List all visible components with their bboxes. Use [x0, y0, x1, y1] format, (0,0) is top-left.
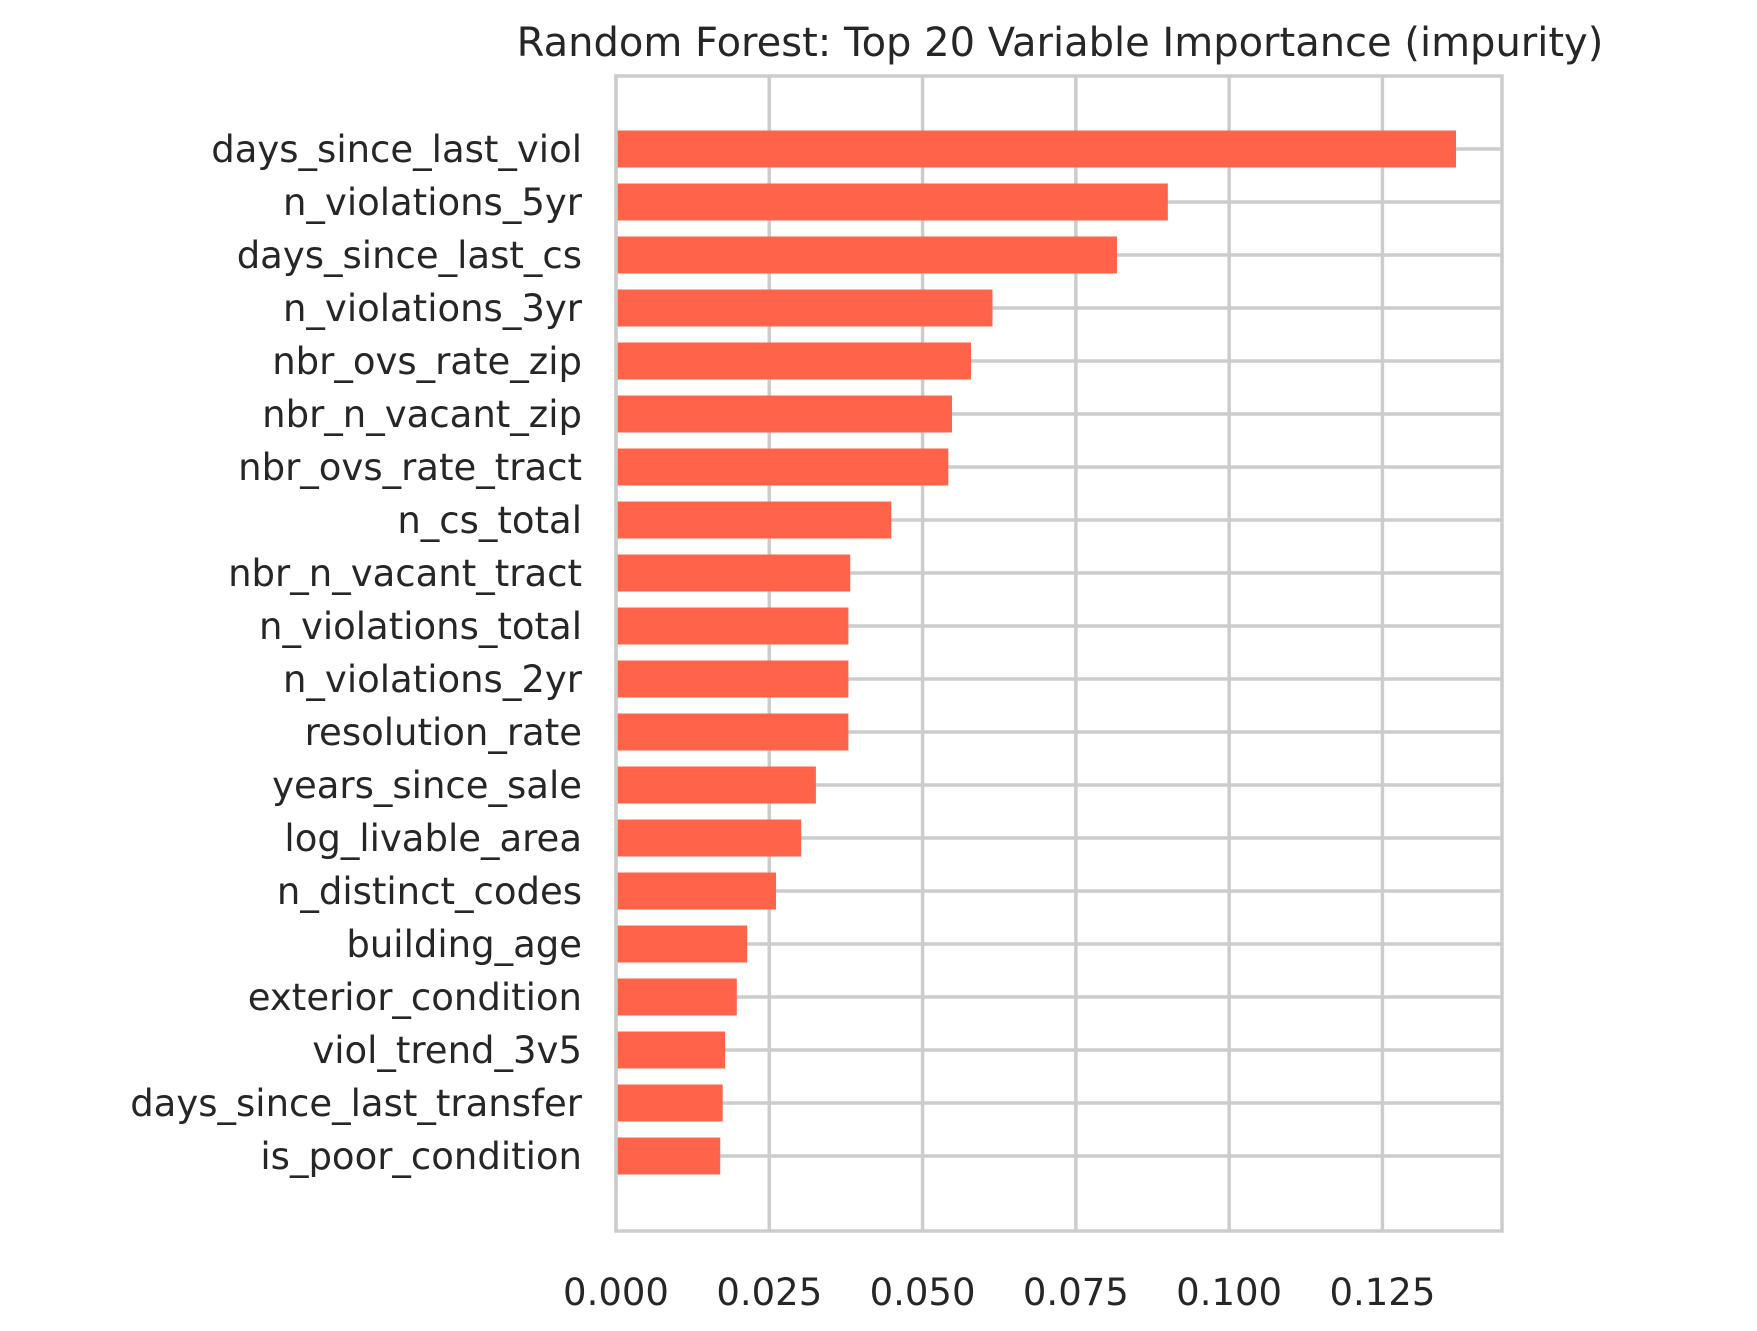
x-tick-label: 0.100 [1176, 1271, 1282, 1314]
x-tick-label: 0.025 [716, 1271, 822, 1314]
y-tick-label: exterior_condition [248, 976, 582, 1019]
y-tick-label: days_since_last_transfer [130, 1082, 583, 1125]
y-tick-label: n_cs_total [397, 499, 582, 542]
y-tick-label: nbr_ovs_rate_tract [238, 446, 582, 489]
bar-nbr-ovs-rate-tract [616, 448, 949, 486]
y-tick-label: days_since_last_viol [211, 128, 582, 171]
bar-nbr-ovs-rate-zip [616, 342, 972, 380]
x-tick-label: 0.000 [563, 1271, 669, 1314]
y-tick-label: n_violations_total [259, 605, 582, 648]
bar-n-distinct-codes [616, 872, 777, 910]
x-tick-label: 0.125 [1329, 1271, 1435, 1314]
bar-n-cs-total [616, 501, 892, 539]
bar-days-since-last-cs [616, 236, 1117, 274]
y-tick-label: years_since_sale [272, 764, 582, 807]
y-tick-label: n_distinct_codes [277, 870, 582, 913]
bar-exterior-condition [616, 978, 737, 1016]
y-tick-label: building_age [346, 923, 582, 966]
bar-days-since-last-transfer [616, 1084, 723, 1122]
y-tick-label: n_violations_5yr [283, 181, 583, 224]
bar-viol-trend-3v5 [616, 1031, 726, 1069]
bar-days-since-last-viol [616, 130, 1457, 168]
chart-title: Random Forest: Top 20 Variable Importanc… [517, 20, 1604, 66]
y-tick-label: n_violations_2yr [283, 658, 583, 701]
bar-nbr-n-vacant-zip [616, 395, 953, 433]
bar-is-poor-condition [616, 1137, 721, 1175]
axes-frame [614, 74, 1504, 1233]
y-tick-labels: days_since_last_viol n_violations_5yrdays… [130, 128, 583, 1178]
x-tick-labels: 0.000 0.025 0.050 0.075 0.100 0.125 [563, 1271, 1435, 1314]
bar-n-violations-3yr [616, 289, 993, 327]
bar-years-since-sale [616, 766, 816, 804]
x-tick-label: 0.075 [1023, 1271, 1129, 1314]
y-tick-label: days_since_last_cs [237, 234, 582, 277]
bar-nbr-n-vacant-tract [616, 554, 851, 592]
bar-building-age [616, 925, 748, 963]
y-tick-label: viol_trend_3v5 [312, 1029, 582, 1072]
bar-n-violations-2yr [616, 660, 849, 698]
y-tick-label: nbr_n_vacant_tract [228, 552, 582, 595]
y-tick-label: nbr_n_vacant_zip [262, 393, 582, 436]
y-tick-label: n_violations_3yr [283, 287, 583, 330]
bar-log-livable-area [616, 819, 802, 857]
y-tick-label: nbr_ovs_rate_zip [272, 340, 582, 383]
bar-resolution-rate [616, 713, 849, 751]
bar-n-violations-5yr [616, 183, 1168, 221]
x-tick-label: 0.050 [870, 1271, 976, 1314]
y-tick-label: log_livable_area [284, 817, 582, 860]
y-tick-label: is_poor_condition [260, 1135, 582, 1178]
bar-n-violations-total [616, 607, 849, 645]
bars [616, 130, 1457, 1175]
y-tick-label: resolution_rate [305, 711, 582, 754]
